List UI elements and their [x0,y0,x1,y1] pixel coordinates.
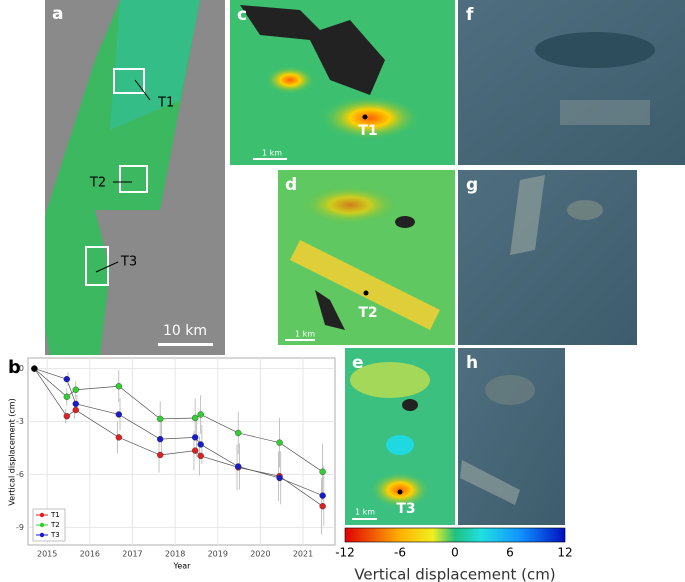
colorbar-tick-label: 12 [557,546,572,560]
target-label: T1 [358,123,377,139]
x-tick-label: 2016 [80,550,100,559]
x-tick-label: 2020 [250,550,270,559]
data-point [63,375,71,383]
panel-f: f [458,0,685,165]
x-axis-label: Year [173,562,192,571]
data-point [156,435,164,443]
legend-label: T3 [50,531,60,539]
data-point [197,441,204,448]
data-point [276,474,283,482]
colorbar-tick-label: 0 [451,546,459,560]
target-label: T2 [358,305,377,321]
colorbar-tick-label: -12 [335,546,355,560]
legend-marker [39,532,45,538]
panel-letter: a [52,4,63,24]
panel-letter: g [466,175,478,195]
panel-letter: b [8,357,21,378]
data-point [235,463,242,470]
y-axis-label: Vertical displacement (cm) [8,398,17,505]
data-point [276,439,283,446]
data-point [156,451,164,459]
panel-g: g [458,170,637,345]
x-tick-label: 2021 [293,550,313,559]
data-point [72,386,79,393]
data-point [115,411,123,418]
panel-letter: f [466,5,474,25]
data-point [63,413,71,420]
data-point [319,492,326,499]
panel-letter: h [466,353,478,373]
data-point [191,447,199,454]
data-point [319,468,326,475]
target-label: T2 [89,176,106,191]
data-point [197,411,204,418]
scale-label: 10 km [163,323,207,339]
colorbar: Vertical displacement (cm) [344,527,566,582]
x-tick-label: 2015 [37,550,57,559]
panel-letter: d [285,175,297,195]
data-point [319,502,326,510]
data-point [197,452,204,460]
scale-label: 1 km [262,149,282,158]
data-point [191,434,199,441]
data-point [156,415,164,423]
panel-letter: e [352,353,364,373]
data-point [191,414,199,422]
legend-marker [39,522,45,528]
legend-marker [39,512,45,518]
series-line [34,368,323,507]
panel-d: d T2 1 km [278,170,455,345]
data-point [31,365,38,372]
legend-label: T2 [50,521,60,529]
panel-e: e T3 1 km [345,348,455,525]
x-tick-label: 2018 [165,550,185,559]
scale-label: 1 km [355,508,375,517]
target-label: T1 [157,96,174,111]
x-tick-label: 2019 [208,550,228,559]
panel-h: h [458,348,565,525]
data-point [72,400,79,408]
panel-a: a T1 T2 T3 10 km [45,0,225,355]
y-tick-label: -3 [16,417,24,426]
panel-c: c T1 1 km [230,0,455,165]
scale-label: 1 km [295,330,315,339]
colorbar-tick-label: 6 [506,546,514,560]
data-point [63,393,71,401]
target-label: T3 [120,255,137,270]
y-tick-label: -6 [16,470,24,479]
colorbar-label: Vertical displacement (cm) [354,566,555,582]
y-tick-label: 0 [19,364,24,373]
series-line [34,368,323,496]
data-point [235,429,242,437]
legend-label: T1 [50,511,60,519]
data-point [115,383,123,390]
y-tick-label: -9 [16,523,24,532]
data-point [72,406,79,414]
plot-area [27,357,336,546]
colorbar-tick-label: -6 [394,546,406,560]
data-point [115,434,123,441]
panel-letter: c [237,5,247,25]
series-line [34,368,323,473]
x-tick-label: 2017 [122,550,142,559]
target-label: T3 [396,501,415,517]
